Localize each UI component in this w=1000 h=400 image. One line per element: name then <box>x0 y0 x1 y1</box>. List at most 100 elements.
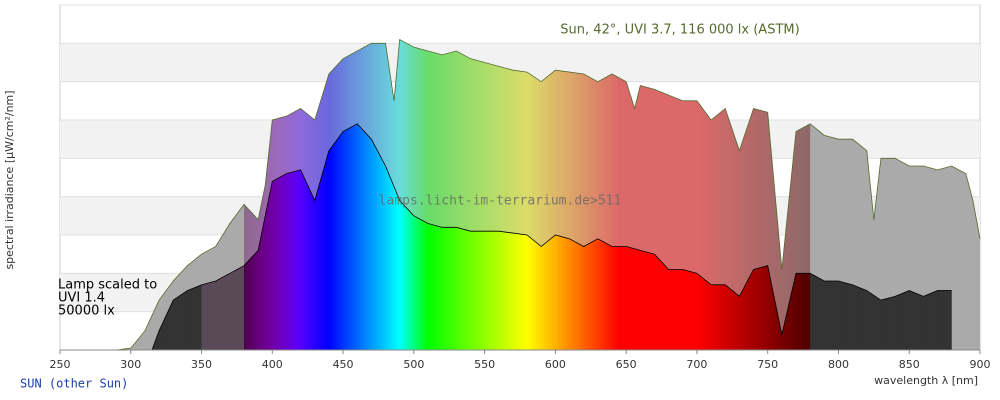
spectrum-strip <box>912 39 916 350</box>
spectrum-strip <box>428 123 432 350</box>
spectrum-strip <box>821 39 825 350</box>
spectrum-strip <box>498 123 503 350</box>
spectrum-strip <box>612 39 616 350</box>
spectrum-strip <box>685 39 690 350</box>
x-tick-label: 600 <box>545 358 566 371</box>
spectrum-strip <box>759 39 763 350</box>
spectrum-strip <box>716 39 721 350</box>
spectrum-strip <box>824 39 828 350</box>
spectrum-strip <box>561 39 565 350</box>
spectrum-strip <box>541 39 545 350</box>
y-axis-label: spectral irradiance [µW/cm²/nm] <box>3 90 16 269</box>
spectrum-strip <box>263 39 268 350</box>
sun-link[interactable]: SUN (other Sun) <box>20 377 128 391</box>
spectrum-strip <box>405 123 409 350</box>
spectrum-strip <box>402 123 406 350</box>
x-tick-label: 750 <box>757 358 778 371</box>
spectrum-strip <box>569 39 573 350</box>
spectrum-strip <box>866 39 871 350</box>
spectrum-strip <box>476 39 480 350</box>
spectrum-strip <box>628 39 633 350</box>
spectrum-strip <box>294 123 299 350</box>
spectrum-strip <box>713 39 718 350</box>
spectrum-strip <box>311 39 316 350</box>
spectrum-strip <box>507 123 511 350</box>
spectrum-strip <box>589 39 593 350</box>
spectrum-strip <box>464 123 469 350</box>
spectrum-strip <box>623 39 627 350</box>
spectrum-strip <box>578 39 582 350</box>
spectrum-strip <box>968 39 973 350</box>
spectrum-strip <box>711 39 715 350</box>
spectrum-strip <box>498 39 503 350</box>
x-tick-label: 700 <box>686 358 707 371</box>
spectrum-strip <box>963 39 967 350</box>
x-tick-label: 500 <box>403 358 424 371</box>
spectrum-strip <box>459 39 463 350</box>
spectrum-strip <box>478 39 483 350</box>
spectrum-line <box>116 38 981 351</box>
x-tick-label: 900 <box>970 358 991 371</box>
spectrum-strip <box>405 39 409 350</box>
x-tick-label: 850 <box>899 358 920 371</box>
spectrum-strip <box>515 123 520 350</box>
spectrum-strip <box>326 123 330 350</box>
spectrum-strip <box>444 123 449 350</box>
spectrum-strip <box>954 39 958 350</box>
spectrum-strip <box>450 123 455 350</box>
spectrum-strip <box>889 39 893 350</box>
spectrum-strip <box>396 123 401 350</box>
spectrum-strip <box>382 123 387 350</box>
spectrum-strip <box>926 39 930 350</box>
spectrum-strip <box>878 39 882 350</box>
spectrum-strip <box>507 39 511 350</box>
spectrum-strip <box>484 39 489 350</box>
spectrum-strip <box>620 39 624 350</box>
sun-label: Sun, 42°, UVI 3.7, 116 000 lx (ASTM) <box>560 23 799 38</box>
spectrum-strip <box>422 39 426 350</box>
spectrum-strip <box>399 39 404 350</box>
spectrum-strip <box>946 39 950 350</box>
spectrum-strip <box>937 39 941 350</box>
x-tick-label: 350 <box>191 358 212 371</box>
spectrum-strip <box>269 123 273 350</box>
spectrum-strip <box>328 123 333 350</box>
spectrum-strip <box>501 123 506 350</box>
spectrum-strip <box>411 39 415 350</box>
spectrum-strip <box>566 39 571 350</box>
spectrum-strip <box>750 39 755 350</box>
spectrum-strip <box>863 39 868 350</box>
spectrum-strip <box>657 39 661 350</box>
spectrum-strip <box>532 39 537 350</box>
spectrum-strip <box>391 123 395 350</box>
spectrum-strip <box>527 123 531 350</box>
spectrum-strip <box>266 123 271 350</box>
spectrum-strip <box>764 39 769 350</box>
spectrum-strip <box>617 39 622 350</box>
spectrum-strip <box>470 123 474 350</box>
spectrum-strip <box>549 39 554 350</box>
spectrum-strip <box>340 123 344 350</box>
spectrum-strip <box>855 39 859 350</box>
spectrum-strip <box>521 39 525 350</box>
spectrum-strip <box>827 39 831 350</box>
spectrum-strip <box>852 39 857 350</box>
spectrum-strip <box>521 123 525 350</box>
spectrum-strip <box>484 123 489 350</box>
spectrum-strip <box>558 123 562 350</box>
spectrum-strip <box>552 39 556 350</box>
spectrum-strip <box>858 39 862 350</box>
spectrum-strip <box>626 39 630 350</box>
spectrum-strip <box>510 123 514 350</box>
spectrum-strip <box>433 39 438 350</box>
x-tick-label: 800 <box>828 358 849 371</box>
spectrum-strip <box>388 123 392 350</box>
spectrum-strip <box>436 39 440 350</box>
spectrum-strip <box>306 123 310 350</box>
spectrum-strip <box>807 39 811 350</box>
spectrum-strip <box>897 39 902 350</box>
spectrum-strip <box>396 39 401 350</box>
spectrum-strip <box>422 123 426 350</box>
spectrum-strip <box>280 123 285 350</box>
spectrum-strip <box>515 39 520 350</box>
